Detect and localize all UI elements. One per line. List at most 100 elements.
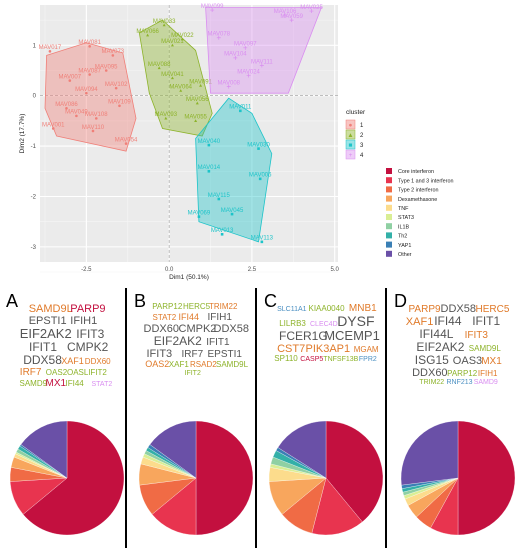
point-label: MAV025 <box>300 5 323 11</box>
data-point <box>170 76 174 80</box>
word-cloud-term: IFIT2 <box>185 370 201 377</box>
legend-key <box>345 129 356 140</box>
pie-slice <box>195 420 254 536</box>
data-point <box>210 8 215 13</box>
legend-label: 2 <box>360 133 364 139</box>
word-cloud-term: XAF1 <box>169 360 190 369</box>
pie-slice <box>149 420 197 479</box>
pie-legend-label: Type 2 interferon <box>398 188 438 194</box>
pie-legend-swatch <box>386 232 392 239</box>
cluster-3: MAV011 MAV040 MAV030 MAV014 MAV006 MAV115 MAV0… <box>188 97 274 244</box>
pie-legend-swatch <box>386 214 392 220</box>
data-point <box>194 119 198 123</box>
point-label: MAV069 <box>188 210 211 216</box>
data-point <box>118 104 121 108</box>
word-cloud-term: XAF1 <box>406 316 434 328</box>
data-point <box>309 9 314 14</box>
word-cloud-term: OAS2 <box>46 368 68 377</box>
data-point <box>197 215 201 218</box>
word-cloud-term: OAS2 <box>145 359 169 369</box>
word-cloud-term: OASL <box>67 368 89 377</box>
pie-legend-label: Other <box>398 252 412 258</box>
pie-legend-swatch <box>386 223 392 230</box>
word-cloud-term: IFIT3 <box>76 327 104 341</box>
data-point <box>217 197 221 201</box>
word-cloud-term: IFIT2 <box>88 368 107 377</box>
point-label: MAV014 <box>198 165 221 171</box>
y-tick-label: 1 <box>33 43 37 49</box>
word-cloud-term: SAMD9L <box>469 344 502 353</box>
point-label: MAV109 <box>108 100 131 106</box>
point-label: MAV022 <box>171 33 194 39</box>
word-cloud-term: LILRB3 <box>279 319 306 328</box>
data-point <box>88 45 91 48</box>
point-label: MAV088 <box>148 62 171 68</box>
cluster-hull <box>44 42 137 152</box>
word-cloud-term: DDX58 <box>441 303 476 315</box>
word-cloud-term: SAMD9 <box>474 379 498 386</box>
data-point <box>233 55 238 60</box>
word-cloud-term: CASP5 <box>300 356 323 363</box>
word-cloud-term: MNB1 <box>349 303 377 314</box>
word-cloud-term: PARP9 <box>70 303 105 315</box>
point-label: MAV066 <box>136 29 159 35</box>
word-cloud-term: IFIT1 <box>206 337 230 348</box>
legend-symbol: ■ <box>349 142 353 149</box>
word-cloud: SLC11A1 KIAA0040 MNB1 LILRB3 CLEC4D DYSF FCER1… <box>274 303 380 363</box>
pie-chart <box>138 420 254 536</box>
word-cloud-term: MX1 <box>46 378 67 389</box>
data-point <box>114 86 118 90</box>
word-cloud-term: SLC11A1 <box>277 306 307 313</box>
legend-key <box>345 139 356 150</box>
data-point <box>226 84 231 89</box>
data-point <box>283 13 288 18</box>
word-cloud-term: IFI44 <box>179 312 200 322</box>
point-label: MAV086 <box>55 102 78 108</box>
point-label: MAV113 <box>251 236 274 242</box>
data-point <box>164 116 168 120</box>
point-label: MAV059 <box>280 14 303 20</box>
y-tick-label: -2 <box>31 194 37 200</box>
data-point <box>68 79 72 82</box>
pie-legend-swatch <box>386 250 392 257</box>
word-cloud-term: IRF7 <box>20 367 42 378</box>
word-cloud: PARP9 DDX58 HERC5 XAF1 IFI44 IFIT1 IFI44L IFIT3… <box>406 303 510 386</box>
pie-legend-label: IL1B <box>398 224 409 230</box>
panel-letter: C <box>264 291 277 311</box>
word-cloud-term: IFIH1 <box>70 315 97 327</box>
panel-letter: B <box>134 291 146 311</box>
point-label: MAV013 <box>211 228 234 234</box>
word-cloud-term: MX1 <box>481 356 502 367</box>
data-point <box>259 63 264 68</box>
word-cloud-term: SAMD9L <box>216 360 249 369</box>
word-cloud-term: DYSF <box>337 313 374 329</box>
pie-slice <box>20 420 68 479</box>
legend-label: 4 <box>360 153 364 159</box>
data-point <box>94 117 98 120</box>
legend-symbol: + <box>349 152 353 159</box>
x-tick-label: 2.5 <box>248 267 257 273</box>
panel-letter: D <box>394 291 407 311</box>
word-cloud-term: TNFSF13B <box>323 356 358 363</box>
pie-slice <box>457 420 516 536</box>
word-cloud-term: DDX58 <box>23 353 62 367</box>
point-label: MAV054 <box>115 137 138 143</box>
pie-legend-swatch <box>386 177 392 184</box>
word-cloud-term: FPR2 <box>359 356 377 363</box>
word-cloud-term: DDX60 <box>144 323 179 335</box>
data-point <box>124 142 128 145</box>
legend-key <box>345 149 356 160</box>
legend-area: cluster ● 1 ▲ 2 ■ 3 + 4 Core interferon Type 1 and… <box>345 109 453 258</box>
data-point <box>51 127 55 130</box>
word-cloud-term: TRIM22 <box>419 379 444 386</box>
word-cloud-term: RSAD2 <box>190 360 217 369</box>
data-point <box>88 73 91 76</box>
data-point <box>111 54 115 57</box>
word-cloud-term: KIAA0040 <box>309 304 346 313</box>
data-point <box>65 107 68 110</box>
x-tick-label: -2.5 <box>81 267 92 273</box>
point-label: MAV091 <box>189 79 212 85</box>
data-point <box>216 35 221 40</box>
